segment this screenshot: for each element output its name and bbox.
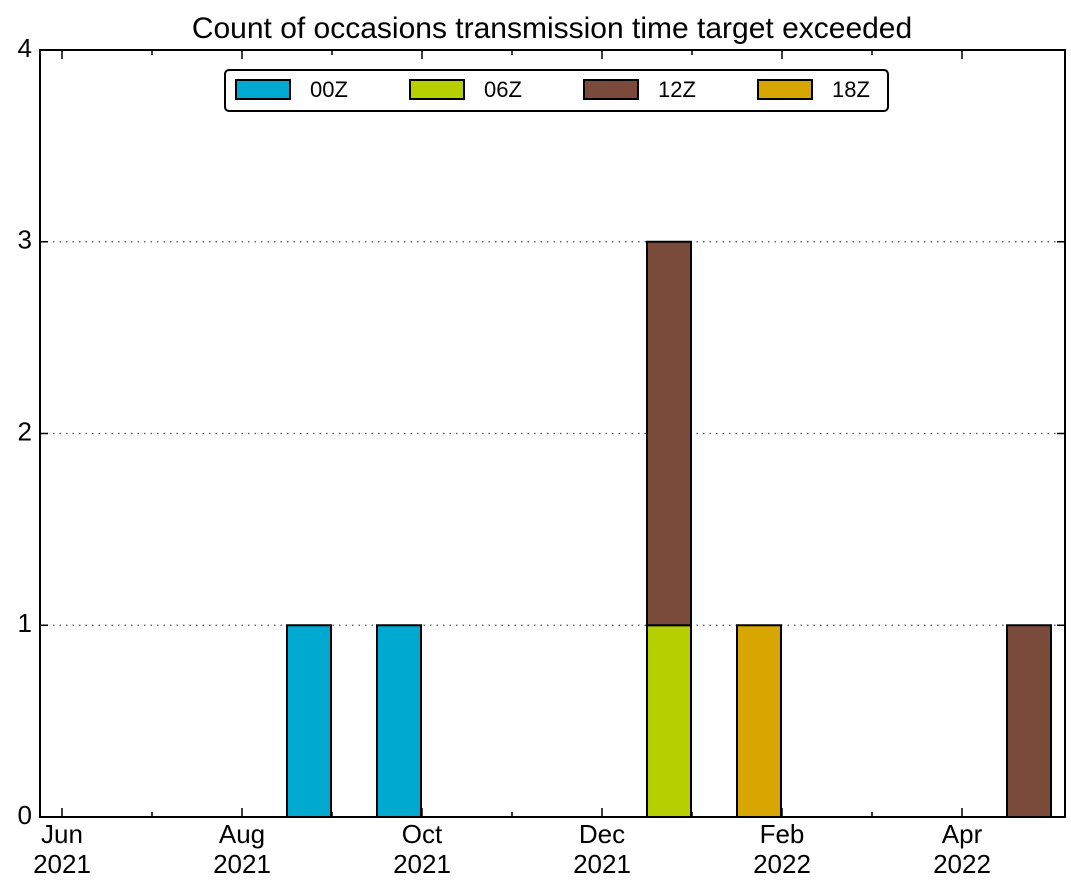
legend: 00Z 06Z 12Z 18Z — [224, 69, 889, 112]
bar — [1006, 624, 1052, 818]
legend-label: 12Z — [658, 77, 696, 102]
legend-label: 00Z — [310, 77, 348, 102]
chart-title: Count of occasions transmission time tar… — [192, 12, 912, 45]
plot-frame — [39, 49, 1066, 818]
x-tick-label: Dec 2021 — [573, 819, 631, 879]
x-tick-label: Oct 2021 — [393, 819, 451, 879]
x-tick-label: Feb 2022 — [753, 819, 811, 879]
x-tick-label: Aug 2021 — [213, 819, 271, 879]
x-tick-label: Jun 2021 — [33, 819, 91, 879]
legend-swatch — [757, 79, 813, 100]
bar — [286, 624, 332, 818]
legend-swatch — [583, 79, 639, 100]
y-tick-label: 1 — [18, 608, 32, 638]
bar — [376, 624, 422, 818]
bar — [736, 624, 782, 818]
legend-swatch — [409, 79, 465, 100]
y-tick-label: 3 — [18, 225, 32, 255]
y-tick-label: 0 — [18, 800, 32, 830]
y-tick-label: 4 — [18, 33, 32, 63]
x-tick-label: Apr 2022 — [933, 819, 991, 879]
legend-box — [224, 69, 889, 112]
legend-label: 18Z — [832, 77, 870, 102]
y-tick-label: 2 — [18, 416, 32, 446]
bar — [646, 240, 692, 627]
legend-label: 06Z — [484, 77, 522, 102]
legend-swatch — [235, 79, 291, 100]
bar — [646, 624, 692, 818]
